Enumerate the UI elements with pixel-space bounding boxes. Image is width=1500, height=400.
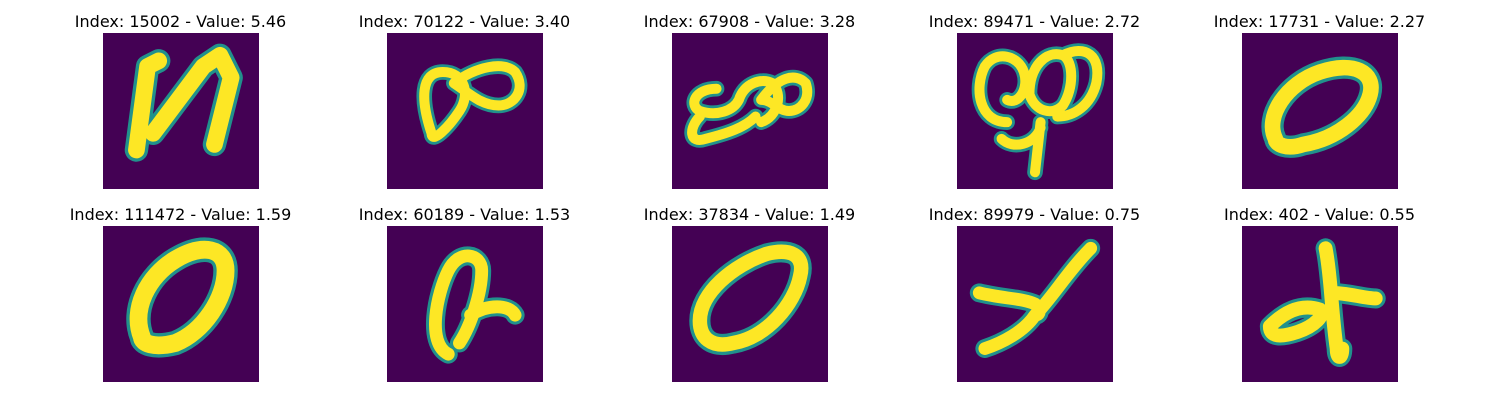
digit-image (1241, 33, 1398, 189)
digit-image (386, 33, 543, 189)
panel-6: Index: 111472 - Value: 1.59 (38, 204, 323, 382)
digit-image (102, 33, 259, 189)
panel-title: Index: 89471 - Value: 2.72 (928, 12, 1141, 31)
panel-5: Index: 17731 - Value: 2.27 (1177, 11, 1462, 189)
panel-title: Index: 67908 - Value: 3.28 (643, 12, 856, 31)
panel-title: Index: 402 - Value: 0.55 (1223, 205, 1416, 224)
digit-image (1241, 226, 1398, 382)
panel-title: Index: 37834 - Value: 1.49 (643, 205, 856, 224)
digit-image (671, 226, 828, 382)
digit-image (956, 33, 1113, 189)
panel-title: Index: 70122 - Value: 3.40 (358, 12, 571, 31)
digit-image (102, 226, 259, 382)
panel-2: Index: 70122 - Value: 3.40 (322, 11, 607, 189)
panel-title: Index: 17731 - Value: 2.27 (1213, 12, 1426, 31)
panel-title: Index: 89979 - Value: 0.75 (928, 205, 1141, 224)
panel-title: Index: 60189 - Value: 1.53 (358, 205, 571, 224)
panel-9: Index: 89979 - Value: 0.75 (892, 204, 1177, 382)
panel-7: Index: 60189 - Value: 1.53 (322, 204, 607, 382)
digit-image (386, 226, 543, 382)
panel-title: Index: 15002 - Value: 5.46 (74, 12, 287, 31)
panel-3: Index: 67908 - Value: 3.28 (607, 11, 892, 189)
panel-8: Index: 37834 - Value: 1.49 (607, 204, 892, 382)
panel-1: Index: 15002 - Value: 5.46 (38, 11, 323, 189)
panel-10: Index: 402 - Value: 0.55 (1177, 204, 1462, 382)
panel-4: Index: 89471 - Value: 2.72 (892, 11, 1177, 189)
panel-title: Index: 111472 - Value: 1.59 (69, 205, 292, 224)
digit-image (671, 33, 828, 189)
digit-image (956, 226, 1113, 382)
